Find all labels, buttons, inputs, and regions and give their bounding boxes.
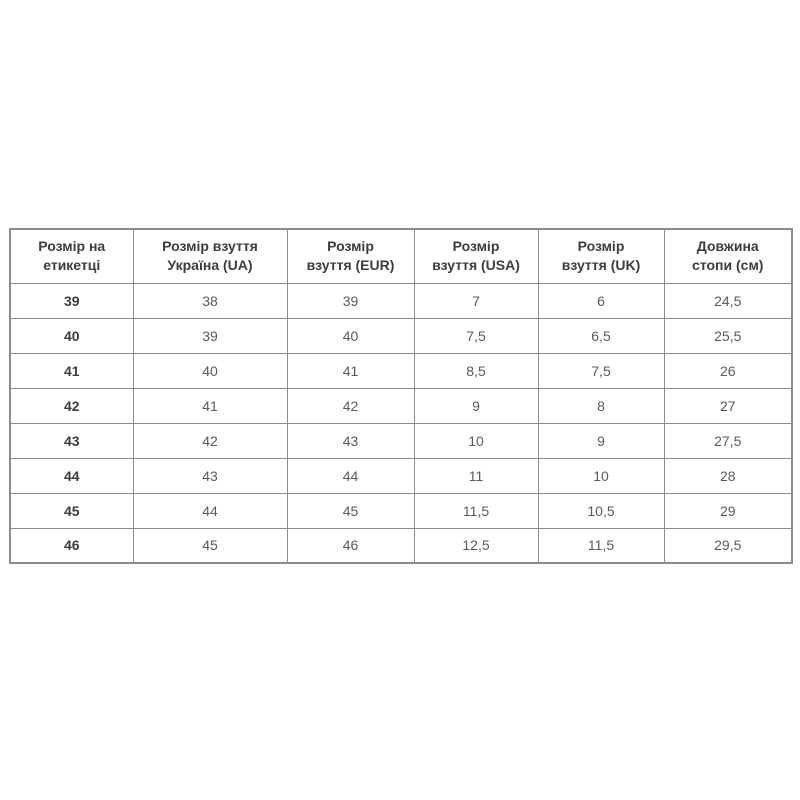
size-value-cell: 12,5 [413, 527, 539, 564]
header-text-line: Україна (UA) [167, 257, 253, 274]
label-size-cell: 46 [9, 527, 134, 564]
size-value-cell: 8 [537, 387, 665, 424]
table-row: 40 39 40 7,5 6,5 25,5 [9, 317, 793, 354]
size-value-cell: 7 [413, 282, 539, 319]
size-value-cell: 25,5 [663, 317, 793, 354]
size-value-cell: 10 [413, 422, 539, 459]
size-value-cell: 6,5 [537, 317, 665, 354]
size-value-cell: 27,5 [663, 422, 793, 459]
size-value-cell: 40 [286, 317, 415, 354]
size-value-cell: 39 [286, 282, 415, 319]
table-row: 42 41 42 9 8 27 [9, 387, 793, 424]
size-value-cell: 44 [286, 457, 415, 494]
header-text-line: Розмір взуття [162, 238, 258, 255]
column-header-eur-size: Розмір взуття (EUR) [286, 228, 415, 284]
size-value-cell: 46 [286, 527, 415, 564]
table-row: 46 45 46 12,5 11,5 29,5 [9, 527, 793, 564]
table-row: 41 40 41 8,5 7,5 26 [9, 352, 793, 389]
table-row: 43 42 43 10 9 27,5 [9, 422, 793, 459]
size-value-cell: 8,5 [413, 352, 539, 389]
column-header-uk-size: Розмір взуття (UK) [537, 228, 665, 284]
column-header-ua-size: Розмір взуття Україна (UA) [132, 228, 288, 284]
label-size-cell: 41 [9, 352, 134, 389]
size-value-cell: 11 [413, 457, 539, 494]
size-table-body: 39 38 39 7 6 24,5 40 39 40 7,5 6,5 25,5 41 40 41 8,5 7,5… [9, 282, 793, 564]
size-value-cell: 26 [663, 352, 793, 389]
header-text-line: взуття (USA) [432, 257, 520, 274]
header-text-line: взуття (UK) [561, 257, 641, 274]
size-value-cell: 28 [663, 457, 793, 494]
header-text-line: взуття (EUR) [306, 257, 395, 274]
size-value-cell: 43 [286, 422, 415, 459]
header-text-line: Довжина [696, 238, 759, 255]
size-value-cell: 44 [132, 492, 288, 529]
label-size-cell: 39 [9, 282, 134, 319]
table-row: 39 38 39 7 6 24,5 [9, 282, 793, 319]
column-header-usa-size: Розмір взуття (USA) [413, 228, 539, 284]
header-text-line: стопи (см) [692, 257, 764, 274]
size-conversion-table: Розмір на етикетці Розмір взуття Україна… [9, 228, 793, 564]
table-header-row: Розмір на етикетці Розмір взуття Україна… [9, 228, 793, 284]
column-header-label-size: Розмір на етикетці [9, 228, 134, 284]
size-value-cell: 10,5 [537, 492, 665, 529]
size-value-cell: 45 [286, 492, 415, 529]
table-row: 45 44 45 11,5 10,5 29 [9, 492, 793, 529]
size-value-cell: 11,5 [537, 527, 665, 564]
header-text-line: Розмір [327, 238, 374, 255]
size-value-cell: 6 [537, 282, 665, 319]
size-value-cell: 38 [132, 282, 288, 319]
header-text-line: Розмір на [38, 238, 106, 255]
size-value-cell: 7,5 [537, 352, 665, 389]
size-value-cell: 41 [286, 352, 415, 389]
size-value-cell: 41 [132, 387, 288, 424]
label-size-cell: 44 [9, 457, 134, 494]
label-size-cell: 40 [9, 317, 134, 354]
size-value-cell: 9 [537, 422, 665, 459]
size-value-cell: 27 [663, 387, 793, 424]
label-size-cell: 45 [9, 492, 134, 529]
table-row: 44 43 44 11 10 28 [9, 457, 793, 494]
header-text-line: Розмір [577, 238, 625, 255]
size-value-cell: 11,5 [413, 492, 539, 529]
size-value-cell: 40 [132, 352, 288, 389]
label-size-cell: 42 [9, 387, 134, 424]
size-value-cell: 29 [663, 492, 793, 529]
size-value-cell: 7,5 [413, 317, 539, 354]
size-value-cell: 10 [537, 457, 665, 494]
header-text-line: Розмір [452, 238, 500, 255]
size-value-cell: 9 [413, 387, 539, 424]
size-value-cell: 24,5 [663, 282, 793, 319]
size-value-cell: 29,5 [663, 527, 793, 564]
shoe-size-chart: Розмір на етикетці Розмір взуття Україна… [9, 228, 793, 564]
size-value-cell: 42 [132, 422, 288, 459]
label-size-cell: 43 [9, 422, 134, 459]
size-value-cell: 45 [132, 527, 288, 564]
header-text-line: етикетці [43, 257, 101, 274]
size-value-cell: 39 [132, 317, 288, 354]
size-value-cell: 42 [286, 387, 415, 424]
size-value-cell: 43 [132, 457, 288, 494]
column-header-foot-length: Довжина стопи (см) [663, 228, 793, 284]
